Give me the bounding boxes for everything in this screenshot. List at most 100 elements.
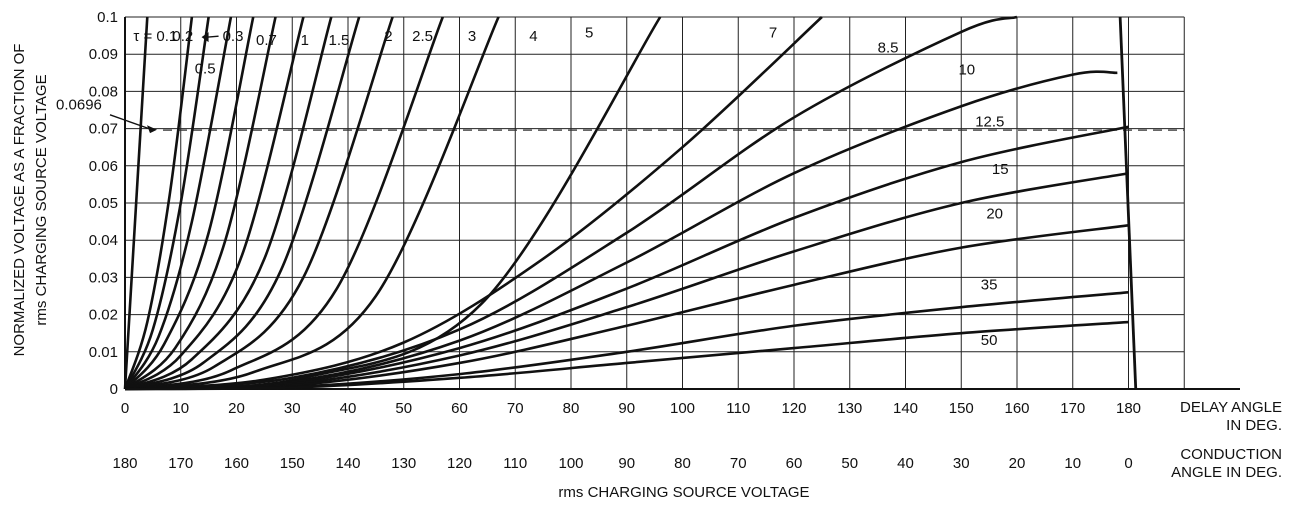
x-tick-label: 10 [172,400,189,417]
conduction-tick-label: 40 [897,455,914,472]
conduction-tick-label: 170 [168,455,193,472]
curve-label: 0.3 [223,28,244,45]
y-tick-label: 0.04 [89,232,118,249]
conduction-angle-title: CONDUCTION [1180,446,1282,463]
reference-line-group: 0.0696 [56,97,1185,134]
conduction-tick-label: 130 [391,455,416,472]
curve-label: 5 [585,24,593,41]
conduction-tick-label: 160 [224,455,249,472]
conduction-tick-label: 150 [280,455,305,472]
x-axis-label: rms CHARGING SOURCE VOLTAGE [558,484,809,501]
x-tick-label: 180 [1116,400,1141,417]
curve-label: 0.2 [172,28,193,45]
conduction-tick-label: 180 [112,455,137,472]
curve-label: 1 [301,32,309,49]
conduction-tick-label: 120 [447,455,472,472]
series-line-1 [123,16,194,390]
conduction-tick-label: 140 [335,455,360,472]
curve-label: 10 [958,62,975,79]
curve-label: 1.5 [328,32,349,49]
x-tick-label: 0 [121,400,129,417]
x-tick-label: 140 [893,400,918,417]
conduction-tick-label: 60 [786,455,803,472]
series-line-4 [124,16,255,390]
series-line-11 [124,16,500,391]
y-axis-label: NORMALIZED VOLTAGE AS A FRACTION OF [11,44,28,357]
x-tick-label: 20 [228,400,245,417]
boundary-line [1118,16,1138,390]
series-line-13 [124,16,823,391]
curve-label: 15 [992,161,1009,178]
curve-label: 2.5 [412,28,433,45]
y-tick-label: 0.02 [89,307,118,324]
curve-label: 50 [981,332,998,349]
conduction-tick-label: 100 [558,455,583,472]
series-line-8 [124,16,361,391]
curve-label: 8.5 [878,39,899,56]
y-tick-label: 0 [110,381,118,398]
conduction-tick-label: 10 [1064,455,1081,472]
curve-label: 4 [529,28,537,45]
series-line-14 [124,15,1018,391]
x-tick-label: 130 [837,400,862,417]
delay-angle-title: DELAY ANGLE [1180,399,1282,416]
x-tick-label: 160 [1004,400,1029,417]
x-tick-label: 170 [1060,400,1085,417]
series-line-5 [124,16,277,391]
y-tick-label: 0.1 [97,9,118,26]
y-tick-label: 0.09 [89,46,118,63]
tick-labels: 0 0.01 0.02 0.03 0.04 0.05 0.06 0.07 0.08 0.09 0.1… [89,9,1141,472]
reference-line-arrow [109,114,150,130]
y-tick-label: 0.07 [89,121,118,138]
curve-label: 35 [981,276,998,293]
series-line-6 [124,16,305,391]
curve-label: 3 [468,28,476,45]
x-tick-label: 50 [395,400,412,417]
curve-label: 7 [769,24,777,41]
y-axis-label-2: rms CHARGING SOURCE VOLTAGE [33,74,50,325]
series-line-20 [124,320,1129,391]
x-tick-label: 80 [563,400,580,417]
curve-label-arrowhead [201,32,209,43]
reference-line-label: 0.0696 [56,97,102,114]
curve-label: 0.7 [256,32,277,49]
series-line-18 [124,224,1129,391]
conduction-tick-label: 70 [730,455,747,472]
conduction-tick-label: 30 [953,455,970,472]
curve-label: τ = 0.1 [133,28,177,45]
grid [124,16,1240,390]
curve-labels: τ = 0.10.2 0.3 0.5 0.7 1 1.5 2 2.5 3 4 5 7 8.5 10 12.5… [133,24,1008,349]
x-tick-label: 120 [781,400,806,417]
curve-label: 0.5 [195,61,216,78]
y-tick-label: 0.05 [89,195,118,212]
y-tick-label: 0.03 [89,269,118,286]
series-line-3 [123,16,233,390]
conduction-tick-label: 0 [1124,455,1132,472]
reference-line-arrowhead [147,125,157,134]
curve-label: 2 [384,28,392,45]
series-line-17 [124,171,1129,391]
y-tick-label: 0.01 [89,344,118,361]
x-tick-label: 60 [451,400,468,417]
conduction-tick-label: 90 [618,455,635,472]
y-tick-label: 0.06 [89,158,118,175]
conduction-tick-label: 110 [503,455,527,472]
conduction-tick-label: 80 [674,455,691,472]
series-line-7 [124,16,333,391]
series-line-2 [123,16,210,390]
x-tick-label: 90 [618,400,635,417]
series-line-16 [124,125,1129,391]
conduction-tick-label: 50 [841,455,858,472]
x-tick-label: 110 [726,400,750,417]
curve-label: 20 [986,206,1003,223]
curve-label: 12.5 [975,114,1004,131]
series-line-0 [123,16,149,390]
x-tick-label: 30 [284,400,301,417]
series-line-9 [124,16,394,391]
series-line-10 [124,16,444,391]
conduction-angle-title-2: ANGLE IN DEG. [1171,464,1282,481]
x-tick-label: 150 [949,400,974,417]
x-tick-label: 40 [340,400,357,417]
conduction-tick-label: 20 [1009,455,1026,472]
